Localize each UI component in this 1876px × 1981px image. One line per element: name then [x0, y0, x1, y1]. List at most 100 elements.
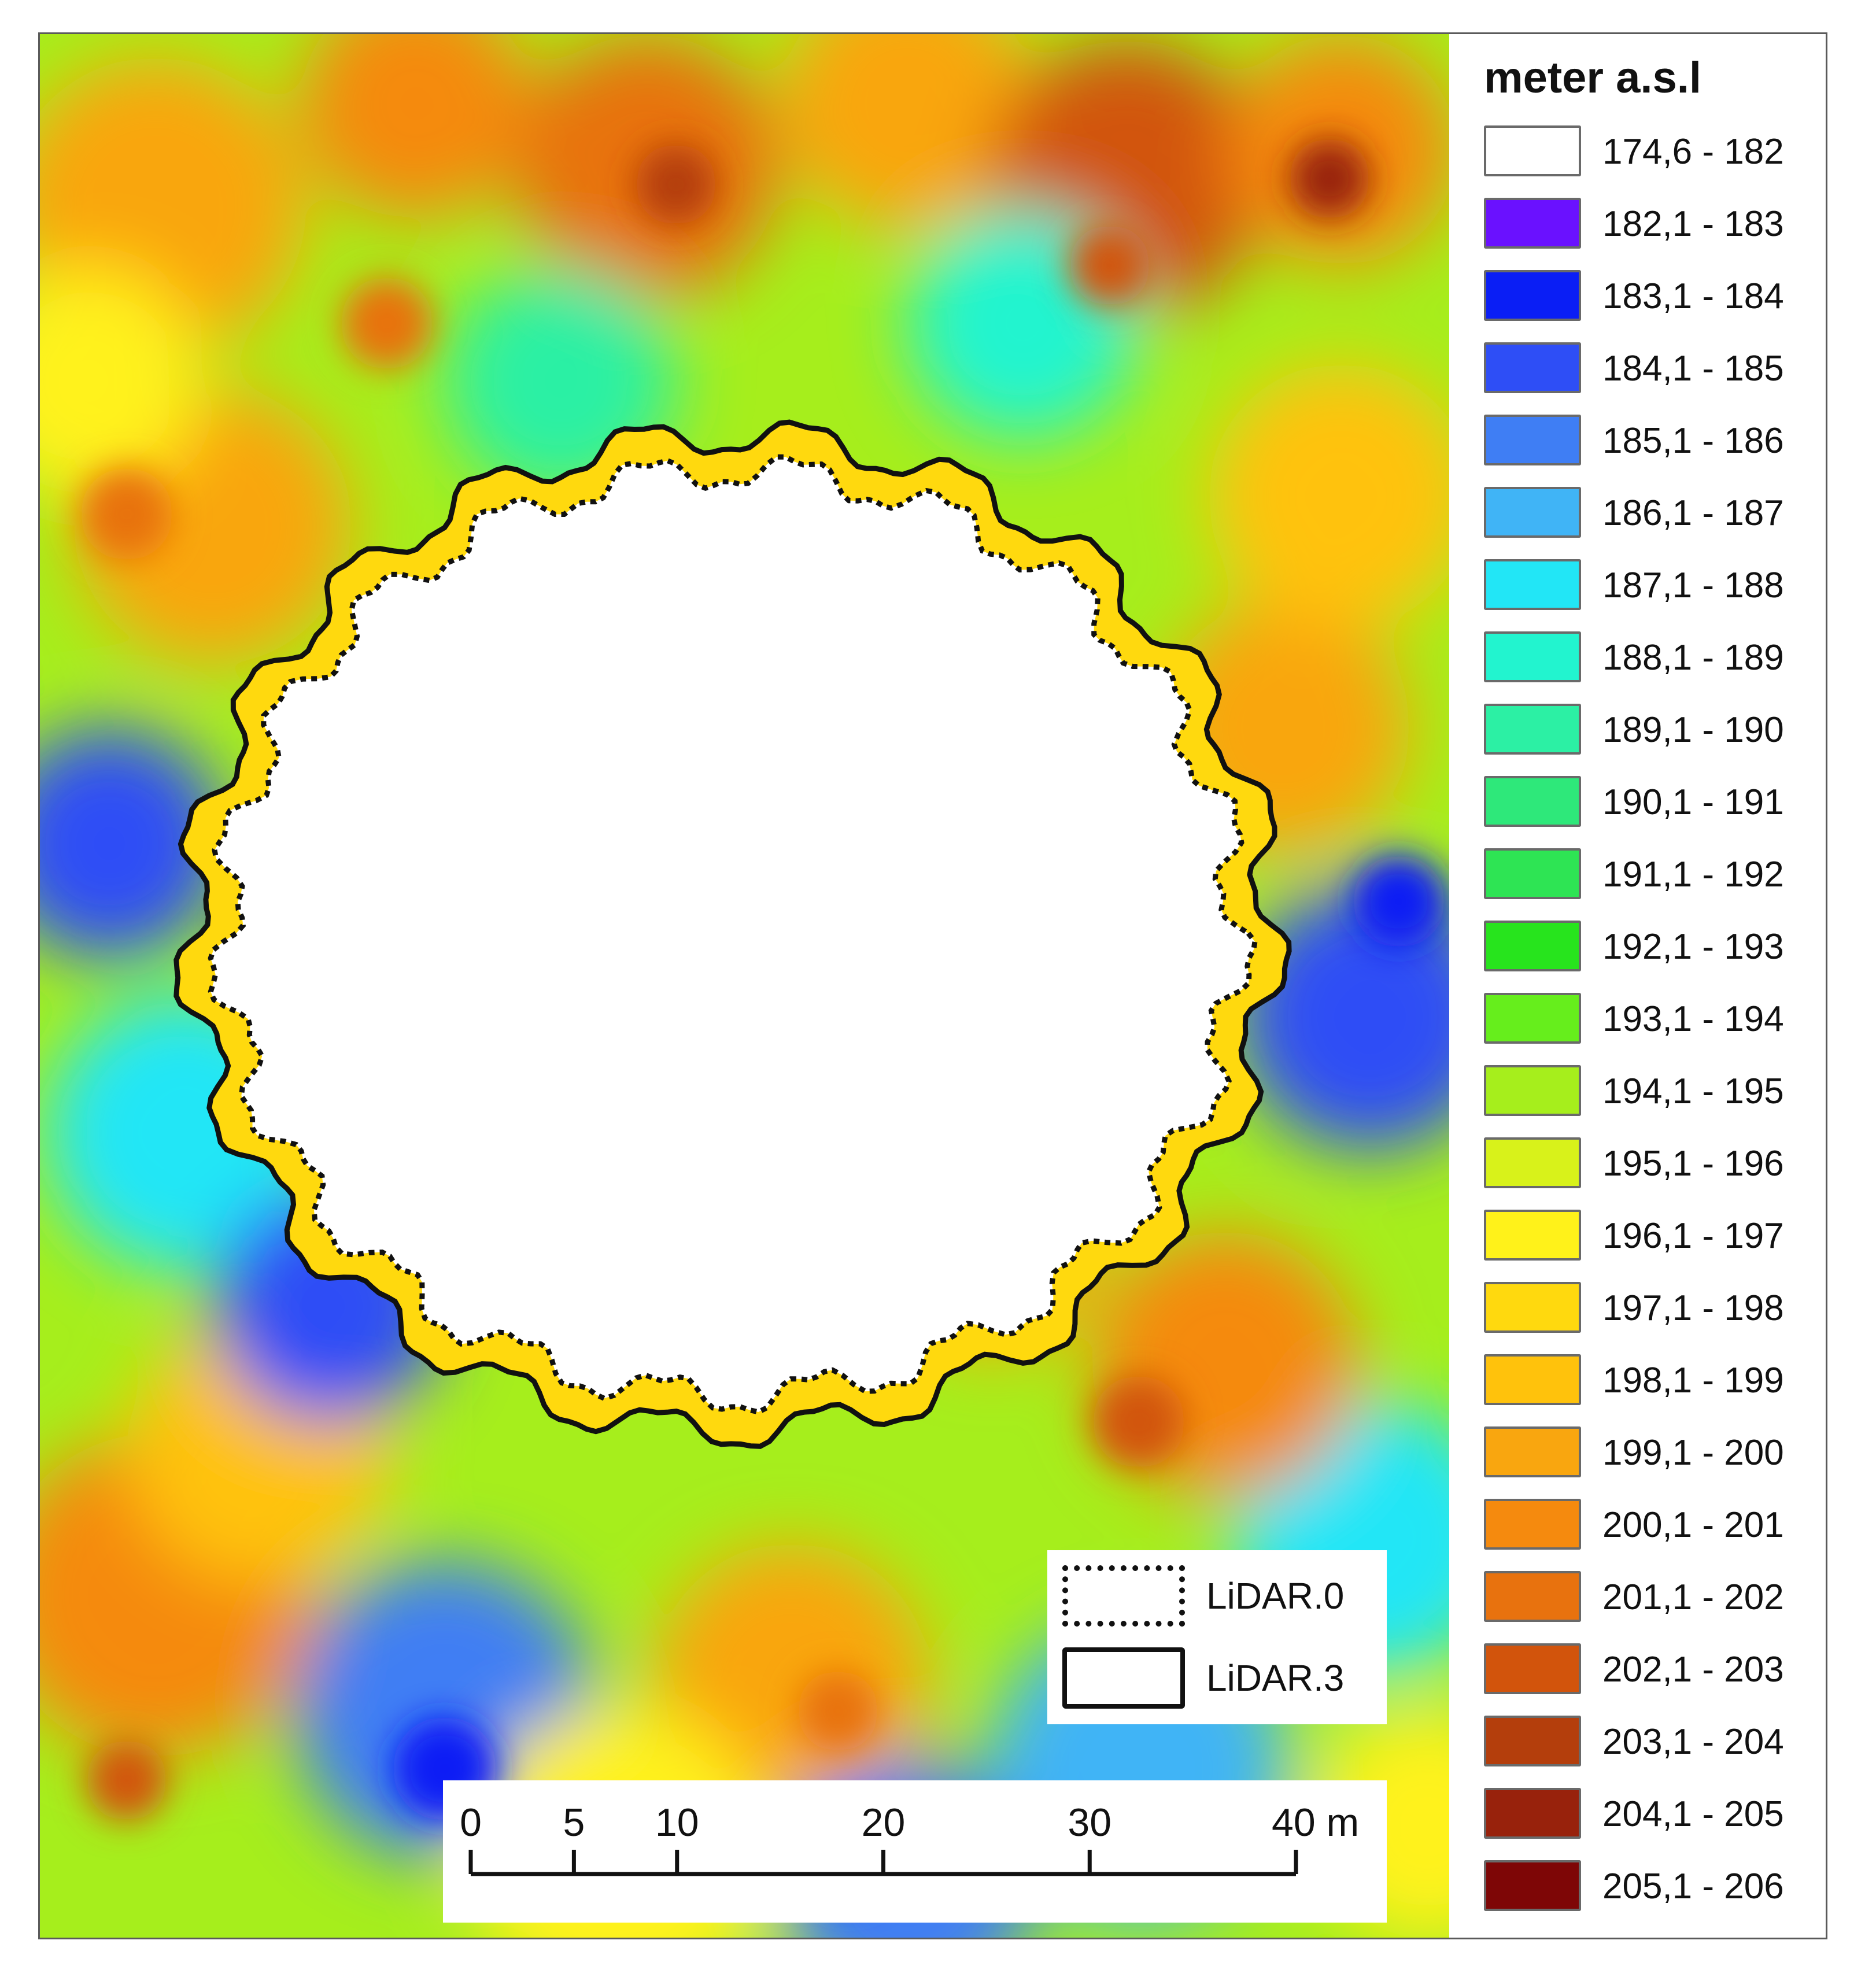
legend-swatch [1484, 1065, 1581, 1116]
terrain-blobs [40, 34, 1449, 1938]
legend-label: 184,1 - 185 [1602, 349, 1784, 389]
terrain-blob [40, 265, 202, 497]
legend-swatch [1484, 1354, 1581, 1405]
scale-bar-graphic: 0 5 10 20 30 40 m [460, 1801, 1359, 1876]
legend-item: 185,1 - 186 [1484, 415, 1808, 469]
legend-label: 198,1 - 199 [1602, 1361, 1784, 1400]
scale-label: 10 [655, 1801, 699, 1845]
legend-label: 197,1 - 198 [1602, 1288, 1784, 1328]
legend-item: 202,1 - 203 [1484, 1643, 1808, 1698]
legend-swatch [1484, 1716, 1581, 1766]
legend-swatch [1484, 1788, 1581, 1839]
legend-label: 174,6 - 182 [1602, 132, 1784, 172]
legend-item: 197,1 - 198 [1484, 1282, 1808, 1336]
legend-swatch [1484, 198, 1581, 249]
legend-swatch [1484, 1282, 1581, 1333]
terrain-blob [1092, 1376, 1185, 1468]
legend-swatch [1484, 1571, 1581, 1622]
boundary-legend: LiDAR.0 LiDAR.3 [1047, 1550, 1387, 1724]
legend-item: 198,1 - 199 [1484, 1354, 1808, 1409]
legend-label: 196,1 - 197 [1602, 1216, 1784, 1256]
legend-label: 205,1 - 206 [1602, 1867, 1784, 1906]
legend-label: 187,1 - 188 [1602, 566, 1784, 605]
terrain-blob [80, 468, 173, 560]
legend-label: 200,1 - 201 [1602, 1505, 1784, 1545]
legend-item: 174,6 - 182 [1484, 125, 1808, 180]
legend-label: 203,1 - 204 [1602, 1722, 1784, 1762]
legend-item: 193,1 - 194 [1484, 993, 1808, 1047]
legend-swatch [1484, 1499, 1581, 1550]
legend-title: meter a.s.l [1484, 53, 1701, 102]
legend-label: 182,1 - 183 [1602, 204, 1784, 244]
legend-item: 199,1 - 200 [1484, 1426, 1808, 1481]
legend-swatch [1484, 993, 1581, 1044]
legend-label: 204,1 - 205 [1602, 1794, 1784, 1834]
legend-label: 191,1 - 192 [1602, 855, 1784, 895]
legend-item: 188,1 - 189 [1484, 631, 1808, 686]
terrain-blob [1208, 364, 1449, 630]
legend-item: 183,1 - 184 [1484, 270, 1808, 324]
lidar0-boundary[interactable] [208, 454, 1258, 1415]
legend-item: 194,1 - 195 [1484, 1065, 1808, 1119]
legend-swatch [1484, 704, 1581, 755]
legend-item: 186,1 - 187 [1484, 487, 1808, 541]
legend-label: 193,1 - 194 [1602, 999, 1784, 1039]
scale-label: 40 m [1272, 1801, 1359, 1845]
legend-label: 192,1 - 193 [1602, 927, 1784, 967]
legend-swatch [1484, 1426, 1581, 1477]
legend-panel: meter a.s.l 174,6 - 182 182,1 - 183 183,1 … [1449, 34, 1826, 1938]
legend-label: 188,1 - 189 [1602, 638, 1784, 678]
scale-bar: 0 5 10 20 30 40 m [443, 1780, 1387, 1923]
terrain-blob [797, 1670, 878, 1751]
terrain-blob [300, 34, 531, 219]
legend-item: 189,1 - 190 [1484, 704, 1808, 758]
legend-swatch [1484, 921, 1581, 971]
legend-item: 203,1 - 204 [1484, 1716, 1808, 1770]
terrain-blob [40, 728, 225, 959]
terrain-blob [341, 277, 433, 369]
legend-swatch [1484, 270, 1581, 321]
legend-swatch [1484, 1210, 1581, 1261]
legend-item: 191,1 - 192 [1484, 848, 1808, 903]
legend-label: 194,1 - 195 [1602, 1071, 1784, 1111]
legend-item: 184,1 - 185 [1484, 342, 1808, 397]
terrain-blob [636, 144, 717, 225]
elevation-map[interactable]: LiDAR.0 LiDAR.3 0 5 10 20 30 40 m [40, 34, 1449, 1938]
scale-label: 30 [1068, 1801, 1111, 1845]
lidar3-boundary[interactable] [173, 419, 1292, 1449]
legend-label: 190,1 - 191 [1602, 782, 1784, 822]
lidar3-label: LiDAR.3 [1206, 1657, 1345, 1699]
lidar0-label: LiDAR.0 [1206, 1575, 1345, 1617]
lidar3-symbol [1062, 1647, 1185, 1709]
legend-item: 204,1 - 205 [1484, 1788, 1808, 1842]
legend-swatch [1484, 1643, 1581, 1694]
legend-label: 183,1 - 184 [1602, 276, 1784, 316]
legend-swatch [1484, 125, 1581, 176]
legend-swatch [1484, 1137, 1581, 1188]
elevation-raster [40, 34, 1449, 1938]
legend-label: 195,1 - 196 [1602, 1144, 1784, 1184]
legend-item: 192,1 - 193 [1484, 921, 1808, 975]
lidar0-symbol [1062, 1565, 1185, 1627]
legend-label: 202,1 - 203 [1602, 1650, 1784, 1690]
legend-swatch [1484, 415, 1581, 465]
terrain-blob [780, 34, 1035, 231]
legend-item: 200,1 - 201 [1484, 1499, 1808, 1553]
legend-item: 187,1 - 188 [1484, 559, 1808, 613]
legend-label: 199,1 - 200 [1602, 1433, 1784, 1473]
legend-swatch [1484, 1860, 1581, 1911]
legend-label: 185,1 - 186 [1602, 421, 1784, 461]
scale-label: 0 [460, 1801, 482, 1845]
terrain-blob [1353, 855, 1445, 948]
legend-label: 186,1 - 187 [1602, 493, 1784, 533]
legend-item: 190,1 - 191 [1484, 776, 1808, 830]
legend-swatch [1484, 848, 1581, 899]
scale-label: 5 [563, 1801, 585, 1845]
legend-item: 195,1 - 196 [1484, 1137, 1808, 1192]
legend-swatch [1484, 559, 1581, 610]
legend-swatch [1484, 342, 1581, 393]
legend-item: 182,1 - 183 [1484, 198, 1808, 252]
legend-item: 196,1 - 197 [1484, 1210, 1808, 1264]
terrain-blob [1069, 225, 1150, 306]
scale-label: 20 [862, 1801, 906, 1845]
